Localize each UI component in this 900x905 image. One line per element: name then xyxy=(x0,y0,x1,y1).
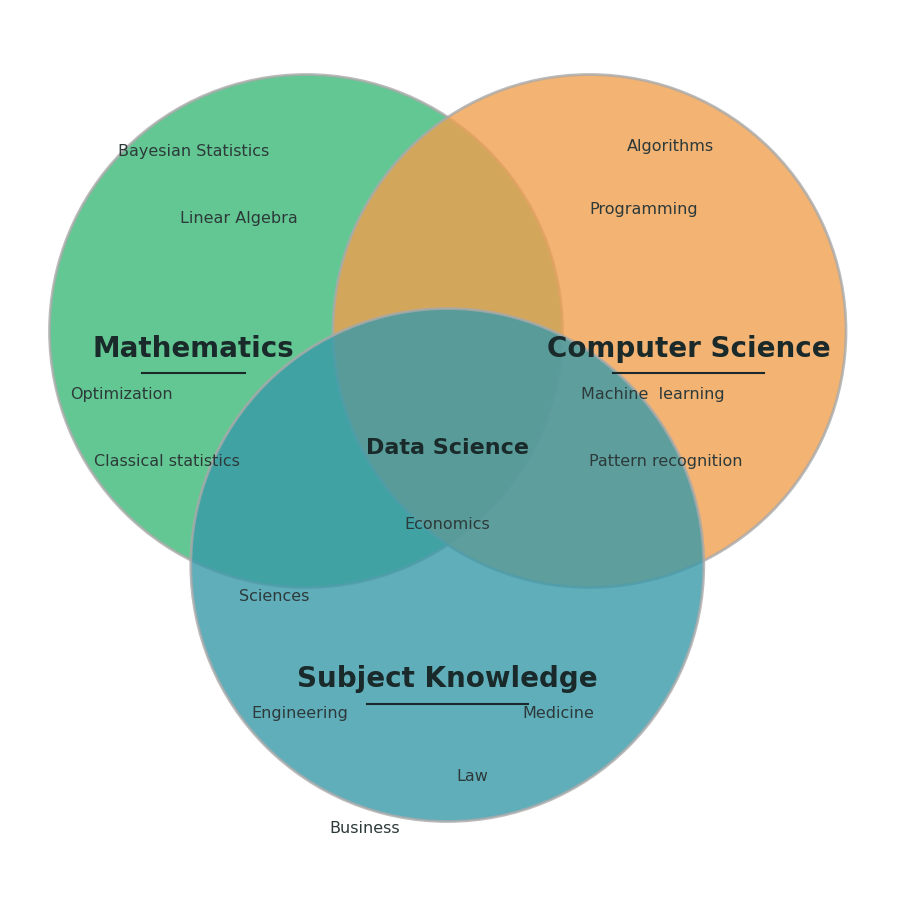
Text: Mathematics: Mathematics xyxy=(93,335,294,363)
Text: Machine  learning: Machine learning xyxy=(580,386,724,402)
Circle shape xyxy=(191,309,704,822)
Text: Data Science: Data Science xyxy=(365,438,529,458)
Text: Classical statistics: Classical statistics xyxy=(94,454,239,469)
Text: Sciences: Sciences xyxy=(239,589,310,604)
Text: Engineering: Engineering xyxy=(251,706,348,721)
Text: Optimization: Optimization xyxy=(70,386,173,402)
Text: Subject Knowledge: Subject Knowledge xyxy=(297,665,598,693)
Circle shape xyxy=(333,74,846,587)
Text: Business: Business xyxy=(329,821,400,836)
Text: Law: Law xyxy=(456,769,489,784)
Text: Computer Science: Computer Science xyxy=(546,335,831,363)
Text: Economics: Economics xyxy=(404,517,491,532)
Text: Programming: Programming xyxy=(590,202,698,217)
Text: Pattern recognition: Pattern recognition xyxy=(590,454,742,469)
Text: Medicine: Medicine xyxy=(522,706,594,721)
Text: Linear Algebra: Linear Algebra xyxy=(180,211,297,226)
Text: Bayesian Statistics: Bayesian Statistics xyxy=(118,144,269,158)
Circle shape xyxy=(50,74,562,587)
Text: Algorithms: Algorithms xyxy=(627,139,714,154)
